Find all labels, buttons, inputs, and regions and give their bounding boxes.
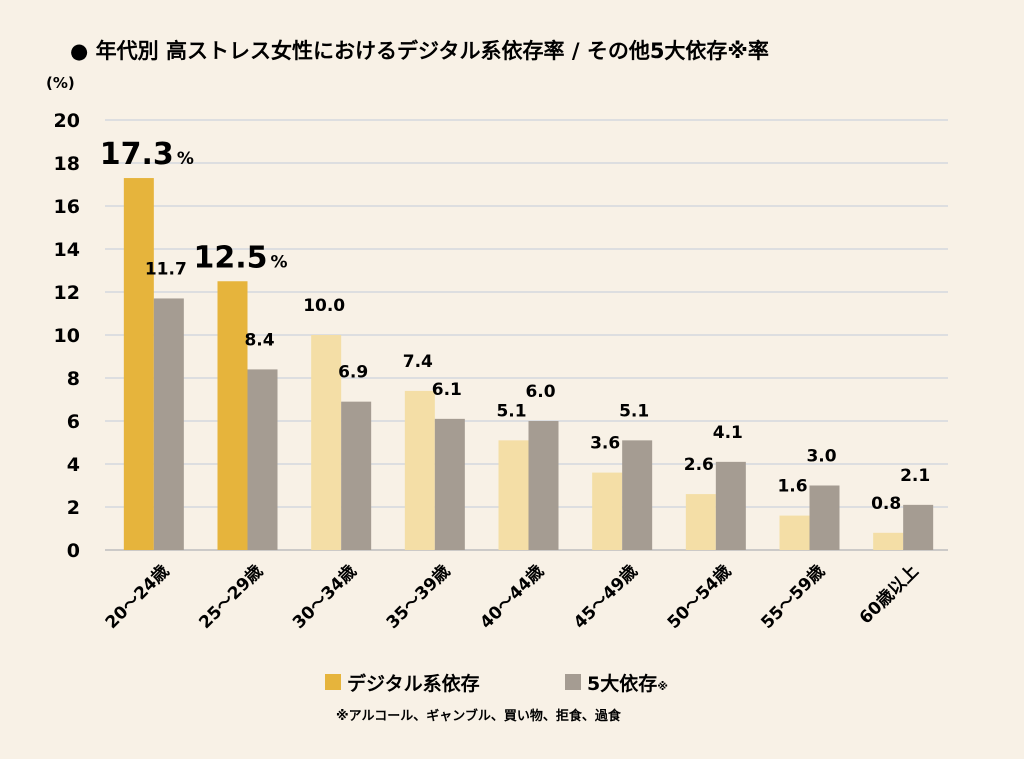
data-label-5dai: 6.9: [338, 363, 368, 383]
bar-5dai: [434, 418, 465, 550]
data-label-5dai: 11.7: [145, 259, 187, 279]
bar-5dai: [247, 369, 278, 550]
bar-digital: [404, 390, 435, 550]
legend-label-5dai-name: 5大依存: [587, 672, 657, 695]
legend-swatch-5dai: [565, 674, 581, 690]
data-label-5dai: 2.1: [900, 466, 930, 486]
y-tick-label: 14: [54, 239, 80, 261]
y-tick-label: 12: [54, 282, 80, 304]
data-label-digital: 12.5%: [193, 240, 287, 275]
legend-label-5dai-mark: ※: [657, 680, 668, 693]
bar-5dai: [528, 421, 559, 550]
footnote: ※アルコール、ギャンブル、買い物、拒食、過食: [336, 708, 622, 724]
bar-digital: [779, 515, 810, 550]
legend-swatch-digital: [325, 674, 341, 690]
y-tick-label: 16: [54, 196, 80, 218]
bars: [123, 178, 934, 551]
bar-digital: [311, 335, 342, 550]
x-tick-label: 50～54歳: [663, 561, 735, 633]
data-label-digital: 2.6: [684, 455, 714, 475]
x-tick-label: 60歳以上: [855, 561, 923, 629]
y-tick-label: 2: [67, 497, 80, 519]
x-tick-label: 55～59歳: [757, 561, 829, 633]
bar-5dai: [903, 504, 934, 550]
bar-digital: [217, 281, 248, 550]
x-tick-label: 30～34歳: [288, 561, 360, 633]
bar-digital: [685, 494, 716, 550]
y-tick-label: 4: [67, 454, 80, 476]
y-tick-label: 8: [67, 368, 80, 390]
legend-label-5dai: 5大依存※: [587, 672, 668, 695]
bar-digital: [123, 178, 154, 551]
data-labels: 17.3 %11.7 12.5 %8.410.06.97.46.15.16.03.65…: [100, 137, 930, 514]
bar-5dai: [341, 401, 372, 550]
y-axis-ticks: 0 2 4 6 8 10 12 14 16 18 20: [54, 110, 80, 562]
y-tick-label: 20: [54, 110, 80, 132]
data-label-digital: 7.4: [403, 352, 433, 372]
x-tick-label: 25～29歳: [195, 561, 267, 633]
legend-label-digital: デジタル系依存: [347, 672, 480, 695]
y-tick-label: 0: [67, 540, 80, 562]
data-label-digital: 1.6: [777, 477, 807, 497]
bar-digital: [873, 532, 904, 550]
bar-5dai: [153, 298, 184, 550]
data-label-digital: 3.6: [590, 434, 620, 454]
y-tick-label: 10: [54, 325, 80, 347]
data-label-5dai: 6.0: [525, 382, 555, 402]
x-tick-label: 40～44歳: [476, 561, 548, 633]
y-tick-label: 18: [54, 153, 80, 175]
bar-digital: [592, 472, 623, 550]
x-tick-label: 20～24歳: [101, 561, 173, 633]
y-tick-label: 6: [67, 411, 80, 433]
bar-5dai: [622, 440, 653, 550]
data-label-5dai: 5.1: [619, 401, 649, 421]
x-tick-label: 45～49歳: [569, 561, 641, 633]
y-axis-unit-label: (%): [46, 74, 75, 92]
data-label-5dai: 8.4: [244, 330, 274, 350]
bar-5dai: [715, 461, 746, 550]
data-label-digital: 0.8: [871, 494, 901, 514]
data-label-digital: 17.3%: [100, 137, 194, 172]
data-label-5dai: 3.0: [806, 447, 836, 467]
x-axis-ticks: 20～24歳 25～29歳 30～34歳 35～39歳 40～44歳 45～49歳 50～5…: [101, 561, 923, 633]
chart-title: ● 年代別 高ストレス女性におけるデジタル系依存率 / その他5大依存※率: [70, 39, 769, 63]
data-label-digital: 10.0: [303, 296, 345, 316]
data-label-5dai: 6.1: [432, 380, 462, 400]
legend: デジタル系依存 5大依存※: [325, 672, 668, 695]
data-label-5dai: 4.1: [713, 423, 743, 443]
bar-5dai: [809, 485, 840, 550]
x-tick-label: 35～39歳: [382, 561, 454, 633]
bar-digital: [498, 440, 529, 550]
data-label-digital: 5.1: [496, 401, 526, 421]
